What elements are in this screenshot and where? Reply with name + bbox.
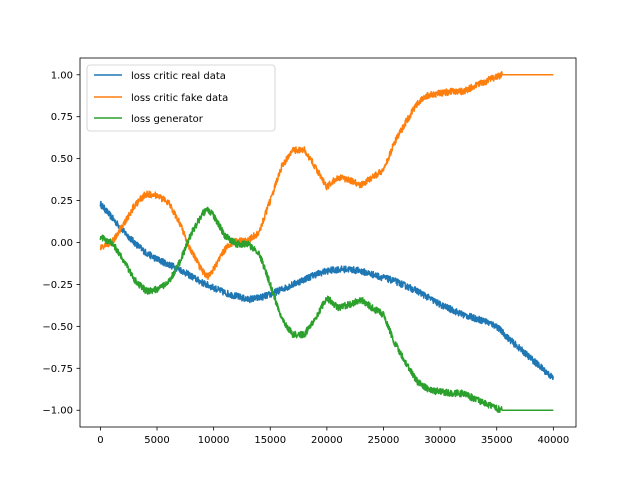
x-tick-label: 10000 — [198, 435, 230, 446]
y-tick-label: −0.25 — [42, 280, 73, 291]
x-tick-label: 15000 — [254, 435, 286, 446]
y-tick-label: 1.00 — [51, 70, 73, 81]
legend: loss critic real data loss critic fake d… — [86, 64, 276, 132]
y-tick-label: 0.00 — [51, 238, 73, 249]
x-axis: 0 5000 10000 15000 20000 25000 30000 35000 40000 — [97, 427, 569, 446]
x-tick-label: 20000 — [311, 435, 343, 446]
legend-label-fake: loss critic fake data — [131, 93, 228, 104]
legend-box — [86, 64, 276, 132]
x-tick-label: 25000 — [368, 435, 400, 446]
x-tick-label: 0 — [97, 435, 103, 446]
x-tick-label: 40000 — [537, 435, 569, 446]
legend-label-real: loss critic real data — [131, 71, 226, 82]
y-axis: −1.00 −0.75 −0.50 −0.25 0.00 0.25 0.50 0.75 1.00 — [42, 70, 80, 417]
legend-label-generator: loss generator — [131, 114, 204, 125]
y-tick-label: 0.50 — [51, 154, 73, 165]
y-tick-label: 0.25 — [51, 196, 73, 207]
series-group — [99, 71, 555, 413]
y-tick-label: −0.75 — [42, 364, 73, 375]
series-line-1 — [99, 71, 554, 281]
y-tick-label: 0.75 — [51, 112, 73, 123]
series-line-2 — [99, 206, 554, 413]
y-tick-label: −0.50 — [42, 322, 73, 333]
x-tick-label: 30000 — [424, 435, 456, 446]
x-tick-label: 35000 — [481, 435, 513, 446]
x-tick-label: 5000 — [144, 435, 169, 446]
y-tick-label: −1.00 — [42, 406, 73, 417]
